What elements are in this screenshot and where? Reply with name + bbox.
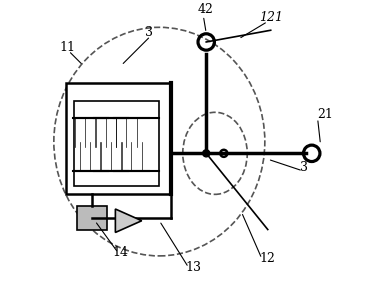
Text: 14: 14	[112, 246, 128, 259]
Polygon shape	[116, 209, 142, 233]
Text: 21: 21	[317, 108, 333, 121]
Text: 3: 3	[145, 26, 152, 39]
Bar	[66, 83, 171, 194]
Circle shape	[203, 150, 210, 157]
Text: 3: 3	[300, 161, 308, 174]
Text: 11: 11	[60, 41, 76, 54]
Bar	[77, 206, 107, 230]
Text: 42: 42	[198, 3, 213, 16]
Text: 12: 12	[259, 252, 275, 265]
Bar	[74, 101, 159, 186]
Text: 121: 121	[259, 11, 283, 24]
Text: 13: 13	[186, 260, 202, 273]
